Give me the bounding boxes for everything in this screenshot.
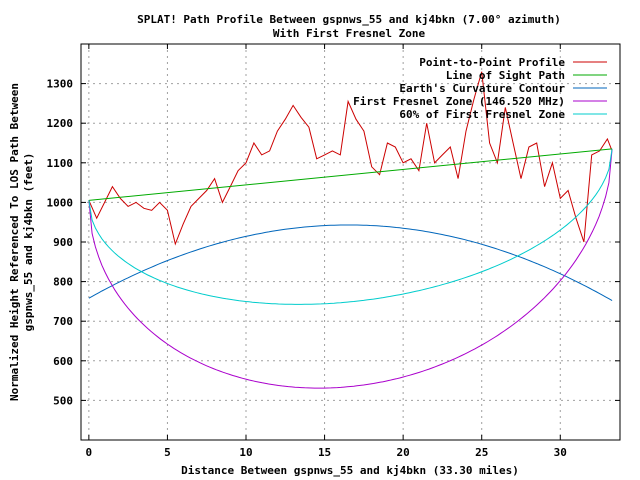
ticks-layer: 0 5 10 15 20 25 30 500 600 700 800 900 1000 1100 1200 1… [47,44,620,459]
y-tick-label: 700 [53,315,73,328]
y-tick-label: 800 [53,276,73,289]
series-line-2 [88,224,613,302]
legend-label-3: First Fresnel Zone (146.520 MHz) [353,95,565,108]
series-line-3 [88,148,613,389]
legend-label-0: Point-to-Point Profile [419,56,565,69]
legend-label-1: Line of Sight Path [446,69,565,82]
series-line-0 [88,71,613,246]
y-tick-label: 1100 [47,157,74,170]
y-tick-label: 900 [53,236,73,249]
y-tick-label: 500 [53,394,73,407]
x-axis-label: Distance Between gspnws_55 and kj4bkn (3… [181,464,519,477]
x-tick-label: 10 [239,446,252,459]
x-tick-label: 5 [164,446,171,459]
y-tick-label: 1300 [47,78,74,91]
chart-title-line-2: With First Fresnel Zone [273,27,426,40]
x-tick-label: 25 [475,446,488,459]
y-axis-label-line-1: Normalized Height Referenced To LOS Path… [8,83,21,401]
plot-frame [80,43,621,441]
chart-title-line-1: SPLAT! Path Profile Between gspnws_55 an… [137,13,561,26]
y-tick-label: 1000 [47,196,74,209]
legend-label-4: 60% of First Fresnel Zone [399,108,565,121]
x-tick-label: 0 [86,446,93,459]
y-axis-label-line-2: gspnws_55 and kj4bkn (feet) [22,153,35,332]
series-layer [88,71,613,389]
series-line-1 [88,148,613,201]
x-tick-label: 15 [318,446,331,459]
series-line-4 [88,148,613,305]
x-tick-label: 20 [397,446,410,459]
y-tick-label: 600 [53,355,73,368]
x-tick-label: 30 [554,446,567,459]
legend-label-2: Earth's Curvature Contour [399,82,565,95]
y-axis-label: Normalized Height Referenced To LOS Path… [8,83,35,401]
y-tick-label: 1200 [47,117,74,130]
grid-layer [81,44,620,440]
